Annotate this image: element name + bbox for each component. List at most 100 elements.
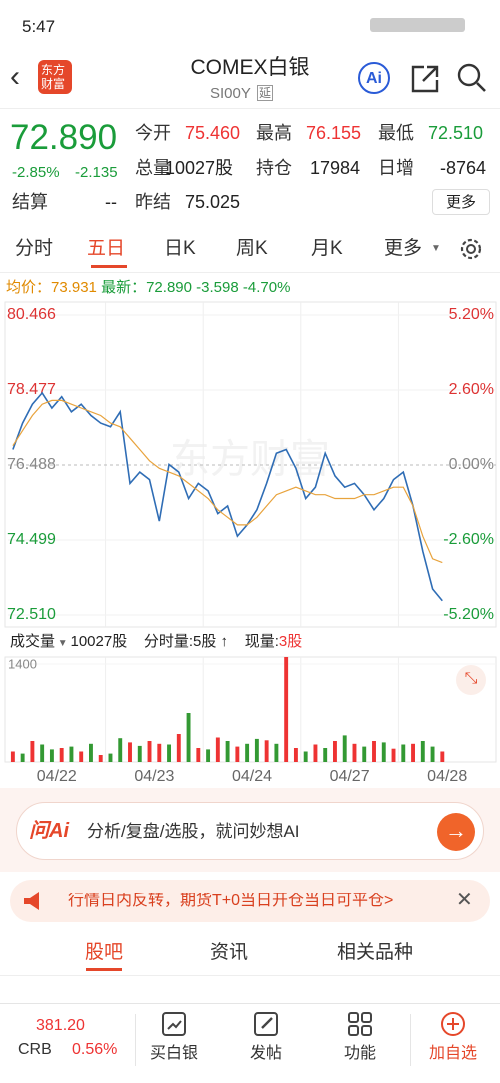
x-tick-label: 04/24 xyxy=(232,768,272,785)
volume-total: 10027股 xyxy=(70,633,128,650)
volume-bar xyxy=(59,748,64,762)
y2-tick-label: 2.60% xyxy=(449,381,494,398)
volume-bar xyxy=(313,744,318,762)
x-tick-label: 04/22 xyxy=(37,768,77,785)
bottom-button[interactable]: 买白银 xyxy=(149,1045,198,1062)
volume-bar xyxy=(89,743,93,762)
divider xyxy=(0,975,500,976)
volume-bar xyxy=(10,751,15,762)
bottom-button[interactable]: 功能 xyxy=(343,1045,376,1062)
volume-bar xyxy=(206,749,211,762)
divider xyxy=(135,1014,136,1066)
stat-label: 持仓 xyxy=(256,158,292,178)
app-logo: 东方 财富 xyxy=(38,60,72,94)
expand-button[interactable]: ⤡ xyxy=(456,665,486,695)
x-tick-label: 04/23 xyxy=(134,768,174,785)
stat-label: 结算 xyxy=(12,192,48,212)
section-tab[interactable]: 相关品种 xyxy=(336,942,413,963)
stat-label: 最低 xyxy=(378,123,414,143)
volume-bar xyxy=(167,744,171,762)
volume-bar xyxy=(235,746,240,762)
divider xyxy=(410,1014,411,1066)
bottom-button[interactable]: 发帖 xyxy=(249,1045,282,1062)
more-button[interactable]: 更多 xyxy=(432,189,490,215)
stat-label: 今开 xyxy=(135,123,171,143)
volume-bar xyxy=(284,657,289,762)
period-tab[interactable]: 周K xyxy=(236,238,268,259)
bottom-button[interactable]: 加自选 xyxy=(428,1045,477,1062)
volume-bar xyxy=(20,753,25,762)
logo-text: 财富 xyxy=(41,77,66,91)
volume-bar xyxy=(128,742,132,762)
index-name: CRB xyxy=(18,1041,52,1058)
volume-bar xyxy=(420,741,425,762)
volume-bar xyxy=(411,743,415,762)
volume-bar xyxy=(401,744,406,762)
divider xyxy=(0,108,500,109)
volume-bar xyxy=(196,748,201,762)
settings-button[interactable] xyxy=(458,236,484,262)
stat-value: 72.510 xyxy=(428,123,484,143)
notice-text: 行情日内反转，期货T+0当日开仓当日可平仓> xyxy=(68,893,394,909)
watermark: 东方财富 xyxy=(170,438,330,482)
status-icons xyxy=(370,18,465,32)
y-tick-label: 80.466 xyxy=(7,306,56,323)
period-tab[interactable]: 日K xyxy=(164,238,196,259)
volume-bar xyxy=(176,734,181,762)
bottom-bar: 381.20 CRB 0.56% 买白银 发帖 功能 加自选 xyxy=(0,1003,500,1083)
close-banner[interactable]: ✕ xyxy=(456,889,473,911)
volume-bar xyxy=(118,738,123,762)
logo-text: 东方 xyxy=(41,63,66,77)
search-button[interactable] xyxy=(456,62,488,94)
chart-layer: 东方财富 72.510 74.499 76.488 78.477 80.466 -5.20%… xyxy=(4,301,497,785)
plot-frame xyxy=(4,301,497,628)
period-tab[interactable]: 分时 xyxy=(15,238,54,259)
period-tab[interactable]: 五日 xyxy=(87,238,126,259)
stat-value: 10027股 xyxy=(165,158,234,178)
y2-tick-label: 0.00% xyxy=(449,456,494,473)
index-change: 0.56% xyxy=(72,1041,118,1058)
stat-label: 昨结 xyxy=(135,192,171,212)
current-label: 现量: xyxy=(244,633,279,650)
volume-bar xyxy=(372,741,376,762)
y-tick-label: 72.510 xyxy=(7,606,56,623)
last-price: 72.890 xyxy=(10,118,118,157)
volume-bar xyxy=(274,743,279,762)
volume-bar xyxy=(293,748,298,762)
speaker-icon xyxy=(24,892,39,910)
volume-bar xyxy=(303,751,308,762)
chart-info: 均价：73.931 最新：72.890 -3.598 -4.70% xyxy=(6,280,290,295)
x-tick-label: 04/27 xyxy=(330,768,370,785)
back-button[interactable]: ‹ xyxy=(10,60,20,93)
section-tab[interactable]: 股吧 xyxy=(84,942,123,963)
ai-send[interactable]: → xyxy=(437,813,475,851)
avg-label: 均价： xyxy=(6,279,52,296)
change: -2.135 xyxy=(75,164,118,181)
volume-bar xyxy=(430,746,435,762)
latest-label: 最新： xyxy=(101,279,147,296)
divider xyxy=(0,272,500,273)
volume-label[interactable]: 成交量 xyxy=(10,633,56,650)
notice-banner[interactable]: 行情日内反转，期货T+0当日开仓当日可平仓> ✕ xyxy=(10,880,490,922)
volume-header: 成交量 ▼ 10027股 分时量:5股 ↑ 现量:3股 xyxy=(10,633,303,650)
latest-change: -3.598 xyxy=(196,279,239,296)
bottom-icon xyxy=(441,1012,465,1036)
ai-button[interactable]: Ai xyxy=(358,62,390,94)
share-button[interactable] xyxy=(410,64,440,94)
y2-tick-label: 5.20% xyxy=(449,306,494,323)
bottom-icon xyxy=(254,1012,278,1036)
current-volume: 3股 xyxy=(278,633,303,650)
ai-input[interactable]: 问Ai 分析/复盘/选股，就问妙想AI → xyxy=(16,802,484,860)
volume-bar xyxy=(254,738,259,762)
volume-bar xyxy=(69,746,74,762)
volume-bar xyxy=(186,713,191,762)
period-tab[interactable]: 更多 xyxy=(384,238,423,259)
period-tab[interactable]: 月K xyxy=(311,238,343,259)
latest-change-percent: -4.70% xyxy=(242,279,291,296)
minute-volume: 分时量:5股 xyxy=(143,633,217,650)
change-percent: -2.85% xyxy=(12,164,60,181)
section-tab[interactable]: 资讯 xyxy=(209,942,248,963)
tab-indicator xyxy=(86,968,122,971)
dropdown-arrow: ▼ xyxy=(431,243,441,254)
